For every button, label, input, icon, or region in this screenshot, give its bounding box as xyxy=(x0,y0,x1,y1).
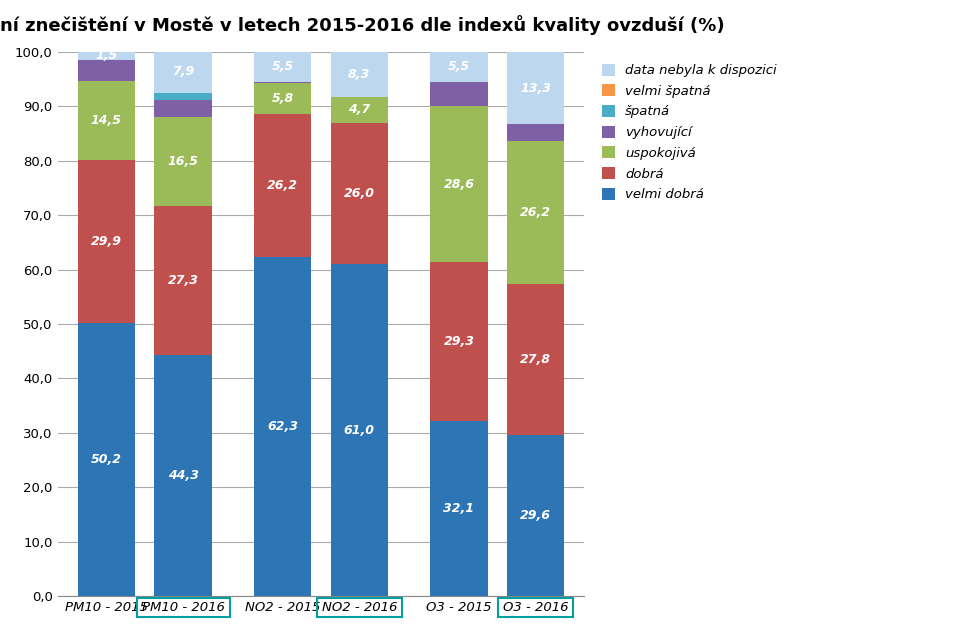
Text: 29,9: 29,9 xyxy=(91,235,122,248)
Text: 32,1: 32,1 xyxy=(444,503,475,515)
Bar xyxy=(154,100,212,116)
Bar xyxy=(507,284,565,435)
Text: 44,3: 44,3 xyxy=(168,469,199,482)
Bar xyxy=(430,106,488,262)
Bar xyxy=(78,323,136,596)
Bar xyxy=(430,421,488,596)
Bar xyxy=(331,123,388,264)
Bar xyxy=(78,52,136,60)
Text: 8,3: 8,3 xyxy=(348,68,370,81)
Bar xyxy=(507,124,565,141)
Text: 29,6: 29,6 xyxy=(520,509,551,522)
Bar xyxy=(331,264,388,596)
Bar xyxy=(78,160,136,323)
Bar xyxy=(254,82,311,83)
Bar xyxy=(430,262,488,421)
Text: 5,5: 5,5 xyxy=(448,60,470,74)
Bar xyxy=(154,116,212,206)
Bar xyxy=(254,114,311,257)
Text: 26,2: 26,2 xyxy=(267,179,298,192)
Text: 16,5: 16,5 xyxy=(168,155,199,168)
Bar xyxy=(154,206,212,355)
Text: 14,5: 14,5 xyxy=(91,114,122,127)
Bar xyxy=(78,60,136,81)
Text: 27,3: 27,3 xyxy=(168,274,199,287)
Bar xyxy=(430,82,488,106)
Legend: data nebyla k dispozici, velmi špatná, špatná, vyhovující, uspokojivá, dobrá, ve: data nebyla k dispozici, velmi špatná, š… xyxy=(597,58,782,206)
Bar xyxy=(507,141,565,284)
Bar xyxy=(154,355,212,596)
Text: 27,8: 27,8 xyxy=(520,353,551,366)
Text: 7,9: 7,9 xyxy=(172,65,194,77)
Bar xyxy=(430,52,488,82)
Text: 28,6: 28,6 xyxy=(444,177,475,191)
Text: 26,2: 26,2 xyxy=(520,206,551,219)
Bar xyxy=(154,92,212,100)
Bar xyxy=(331,97,388,123)
Bar xyxy=(507,52,565,124)
Text: 4,7: 4,7 xyxy=(348,103,370,116)
Bar xyxy=(254,257,311,596)
Text: 62,3: 62,3 xyxy=(267,420,298,433)
Text: 5,8: 5,8 xyxy=(272,92,293,105)
Bar xyxy=(507,435,565,596)
Bar xyxy=(254,83,311,114)
Text: 29,3: 29,3 xyxy=(444,335,475,348)
Bar xyxy=(78,81,136,160)
Text: 1,5: 1,5 xyxy=(96,50,118,62)
Title: Porovnání znečištění v Mostě v letech 2015-2016 dle indexů kvality ovzduší (%): Porovnání znečištění v Mostě v letech 20… xyxy=(0,15,724,35)
Text: 50,2: 50,2 xyxy=(91,453,122,466)
Text: 61,0: 61,0 xyxy=(344,423,374,437)
Text: 13,3: 13,3 xyxy=(520,82,551,94)
Text: 26,0: 26,0 xyxy=(344,187,374,200)
Bar xyxy=(154,50,212,92)
Bar xyxy=(254,52,311,82)
Bar xyxy=(331,52,388,97)
Text: 5,5: 5,5 xyxy=(272,60,293,74)
